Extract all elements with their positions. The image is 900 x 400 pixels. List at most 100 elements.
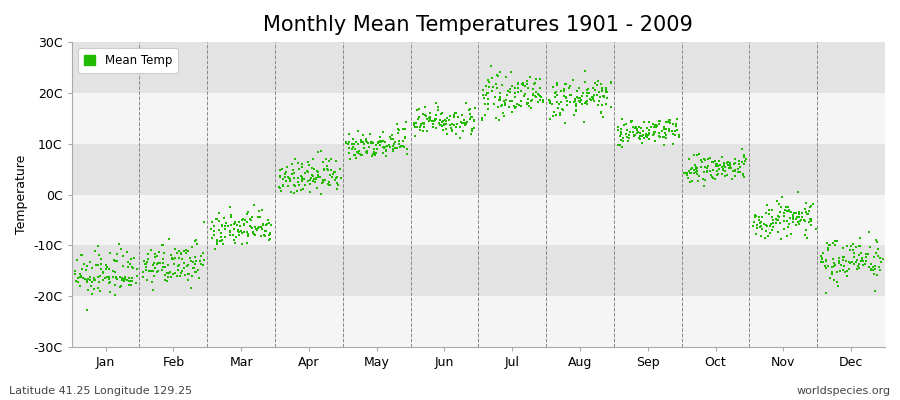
Point [710, 161, 724, 167]
Point [272, 184, 286, 190]
Point [585, 94, 599, 100]
Point [418, 120, 432, 127]
Point [479, 92, 493, 98]
Point [94, 266, 109, 273]
Point [622, 131, 636, 138]
Point [232, 223, 247, 229]
Point [826, 262, 841, 269]
Point [123, 261, 138, 267]
Point [528, 92, 543, 99]
Point [122, 282, 136, 288]
Point [436, 127, 450, 134]
Point [188, 237, 202, 244]
Point [458, 122, 473, 128]
Point [819, 257, 833, 263]
Point [379, 147, 393, 154]
Point [414, 122, 428, 128]
Point [711, 163, 725, 170]
Point [498, 102, 512, 108]
Point [385, 132, 400, 138]
Point [306, 155, 320, 162]
Point [140, 277, 155, 284]
Point [757, 235, 771, 241]
Point [147, 260, 161, 266]
Point [847, 254, 861, 260]
Point [819, 265, 833, 272]
Point [474, 115, 489, 121]
Point [398, 134, 412, 141]
Point [659, 132, 673, 139]
Point [529, 89, 544, 95]
Point [867, 254, 881, 260]
Point [593, 109, 608, 115]
Point [797, 216, 812, 223]
Point [533, 93, 547, 99]
Point [464, 114, 478, 120]
Point [86, 277, 101, 283]
Point [232, 229, 247, 236]
Point [712, 158, 726, 164]
Point [212, 218, 226, 224]
Point [580, 87, 594, 94]
Point [94, 256, 109, 263]
Point [78, 275, 93, 282]
Point [521, 84, 535, 91]
Point [587, 92, 601, 98]
Point [639, 124, 653, 131]
Point [792, 220, 806, 227]
Point [759, 222, 773, 228]
Point [615, 116, 629, 122]
Point [122, 275, 137, 282]
Point [728, 166, 742, 173]
Point [569, 107, 583, 113]
Point [835, 254, 850, 260]
Point [294, 178, 309, 184]
Point [118, 276, 132, 282]
Point [692, 151, 706, 158]
Point [746, 223, 760, 230]
Point [662, 117, 677, 123]
Point [598, 85, 613, 91]
Point [784, 209, 798, 216]
Point [623, 129, 637, 136]
Point [523, 73, 537, 80]
Point [614, 126, 628, 132]
Point [658, 130, 672, 136]
Point [856, 258, 870, 264]
Point [748, 212, 762, 219]
Point [449, 130, 464, 137]
Point [172, 248, 186, 254]
Point [512, 102, 526, 109]
Point [781, 224, 796, 230]
Point [795, 214, 809, 220]
Point [110, 276, 124, 282]
Point [591, 102, 606, 108]
Point [419, 116, 434, 122]
Point [152, 249, 166, 255]
Point [653, 134, 668, 140]
Point [643, 126, 657, 133]
Point [298, 170, 312, 176]
Point [366, 140, 381, 146]
Point [252, 214, 266, 220]
Point [228, 240, 242, 246]
Point [668, 132, 682, 138]
Point [346, 136, 360, 142]
Point [126, 265, 140, 271]
Point [706, 167, 721, 174]
Point [698, 176, 712, 183]
Point [579, 99, 593, 106]
Point [107, 292, 122, 298]
Point [568, 96, 582, 102]
Point [438, 116, 453, 123]
Point [721, 162, 735, 168]
Point [737, 174, 751, 180]
Point [99, 262, 113, 268]
Point [106, 268, 121, 274]
Point [223, 204, 238, 210]
Point [581, 90, 596, 96]
Point [256, 221, 270, 228]
Point [696, 176, 710, 182]
Point [547, 109, 562, 115]
Text: worldspecies.org: worldspecies.org [796, 386, 891, 396]
